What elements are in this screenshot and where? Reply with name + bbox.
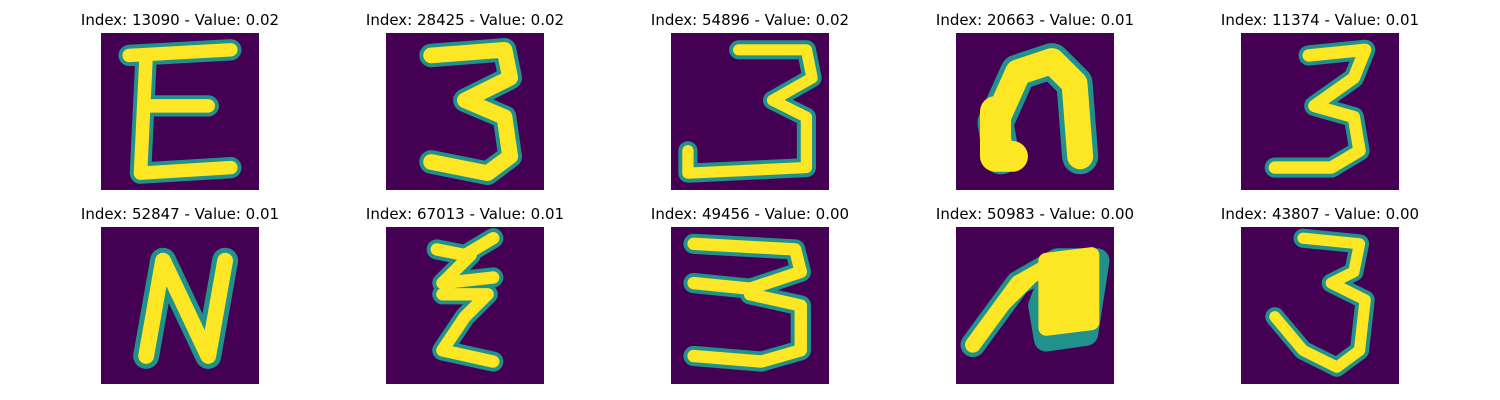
letter-image-n	[101, 227, 259, 384]
digit-image-3	[386, 33, 544, 190]
panel-title: Index: 28425 - Value: 0.02	[365, 11, 565, 29]
panel: Index: 43807 - Value: 0.00	[1190, 204, 1450, 384]
digit-image-3	[671, 33, 829, 190]
panel-title: Index: 50983 - Value: 0.00	[935, 205, 1135, 223]
panel: Index: 67013 - Value: 0.01	[335, 204, 595, 384]
panel: Index: 28425 - Value: 0.02	[335, 10, 595, 190]
panel-title: Index: 11374 - Value: 0.01	[1220, 11, 1420, 29]
panel-title: Index: 54896 - Value: 0.02	[650, 11, 850, 29]
digit-image-e	[101, 33, 259, 190]
panel-title: Index: 52847 - Value: 0.01	[80, 205, 280, 223]
panel-title: Index: 43807 - Value: 0.00	[1220, 205, 1420, 223]
panel: Index: 50983 - Value: 0.00	[905, 204, 1165, 384]
panel: Index: 49456 - Value: 0.00	[620, 204, 880, 384]
letter-image-n	[956, 33, 1114, 190]
digit-image-3	[1241, 33, 1399, 190]
panel: Index: 52847 - Value: 0.01	[50, 204, 310, 384]
panel-title: Index: 49456 - Value: 0.00	[650, 205, 850, 223]
digit-image-3	[1241, 227, 1399, 384]
panel: Index: 54896 - Value: 0.02	[620, 10, 880, 190]
panel: Index: 13090 - Value: 0.02	[50, 10, 310, 190]
panel-title: Index: 67013 - Value: 0.01	[365, 205, 565, 223]
digit-image-3	[671, 227, 829, 384]
panel: Index: 20663 - Value: 0.01	[905, 10, 1165, 190]
panel-title: Index: 13090 - Value: 0.02	[80, 11, 280, 29]
letter-image-z	[386, 227, 544, 384]
panel: Index: 11374 - Value: 0.01	[1190, 10, 1450, 190]
letter-image-n	[956, 227, 1114, 384]
panel-title: Index: 20663 - Value: 0.01	[935, 11, 1135, 29]
